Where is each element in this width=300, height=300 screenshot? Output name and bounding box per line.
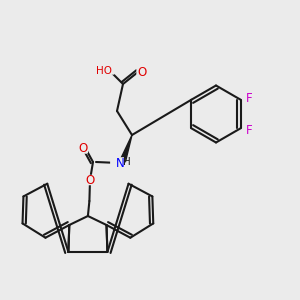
FancyBboxPatch shape (110, 157, 125, 169)
Text: F: F (246, 92, 252, 105)
FancyBboxPatch shape (100, 63, 115, 75)
Text: F: F (246, 124, 253, 137)
Text: H: H (123, 157, 130, 167)
Text: O: O (137, 65, 146, 79)
Text: O: O (78, 142, 87, 155)
FancyBboxPatch shape (244, 93, 254, 104)
FancyBboxPatch shape (136, 67, 147, 77)
FancyBboxPatch shape (244, 125, 255, 136)
FancyBboxPatch shape (85, 175, 95, 185)
Text: O: O (85, 173, 94, 187)
Polygon shape (121, 135, 132, 162)
Text: N: N (116, 157, 124, 170)
FancyBboxPatch shape (77, 143, 88, 154)
Text: HO: HO (95, 65, 112, 76)
